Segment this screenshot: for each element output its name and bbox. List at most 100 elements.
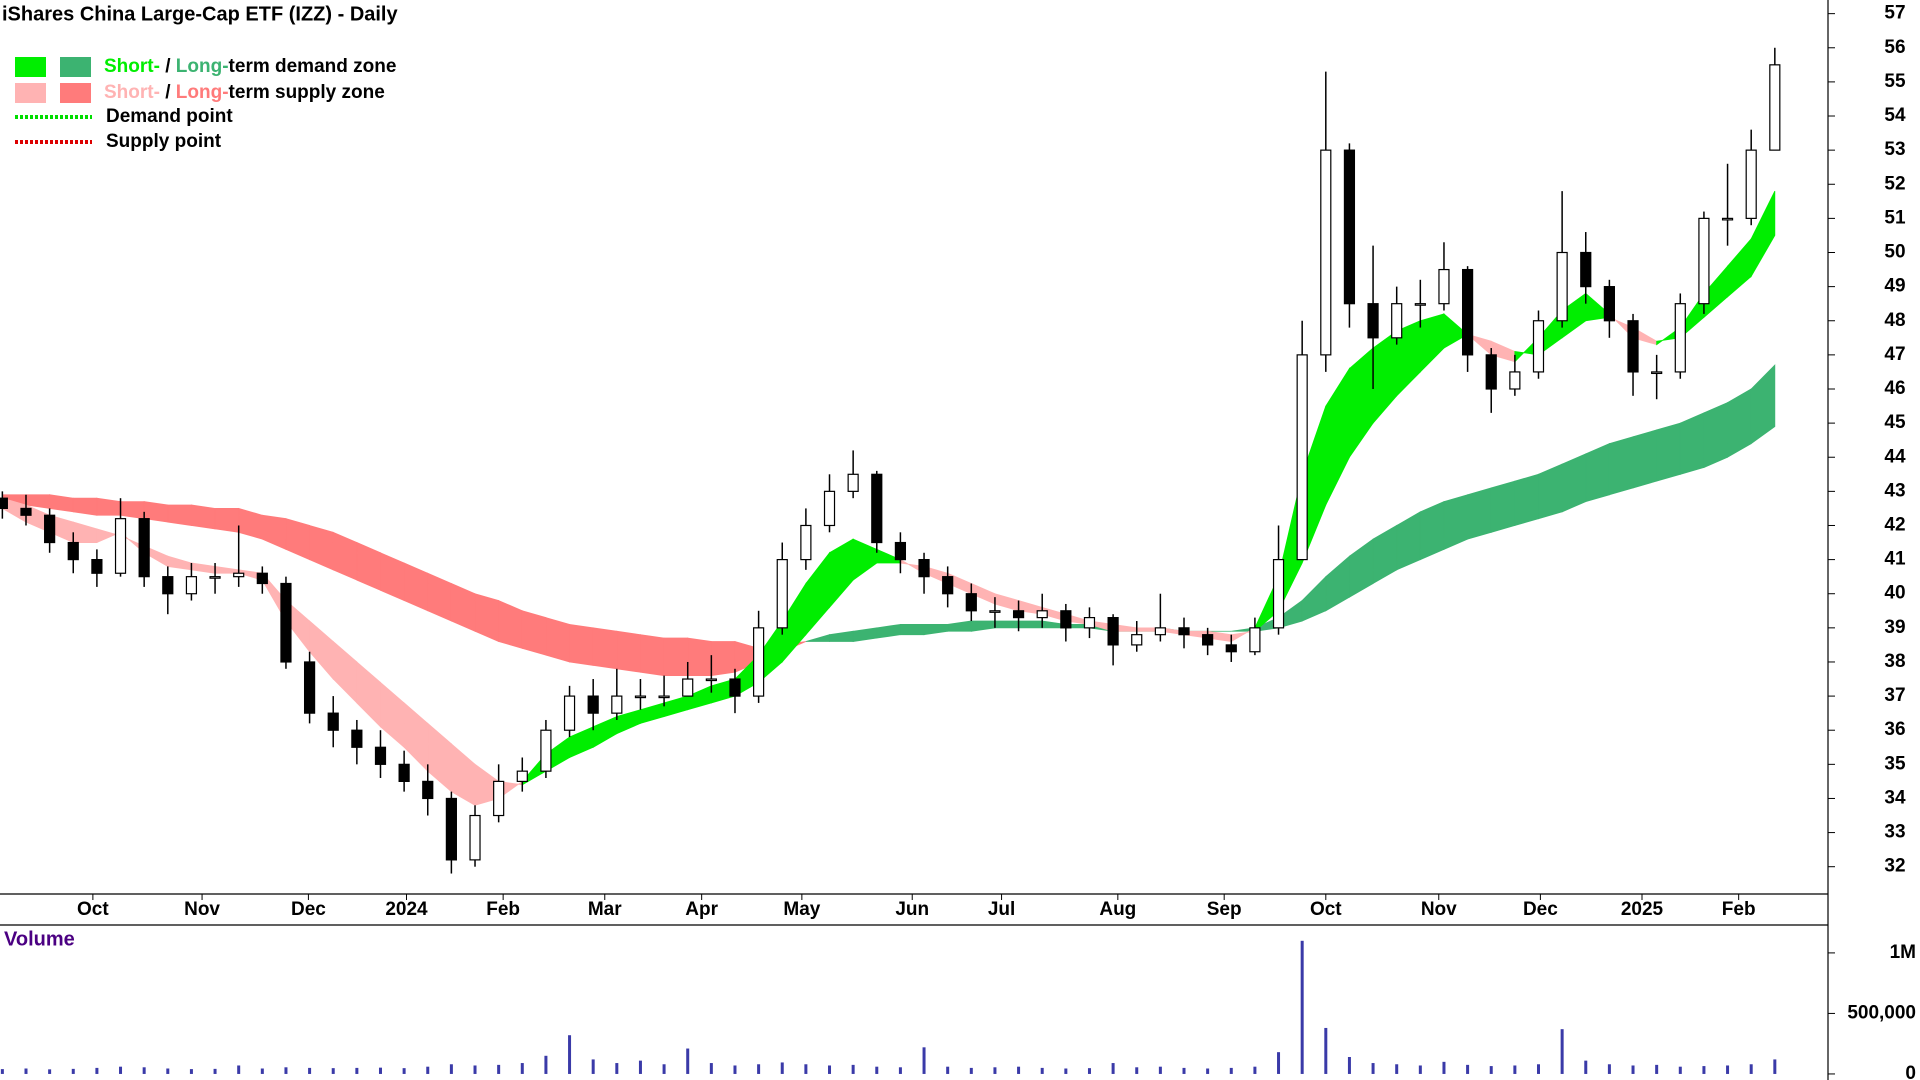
volume-bar [284,1067,288,1074]
y-tick-label: 36 [1884,719,1905,740]
volume-bar [1324,1027,1328,1074]
legend-long: Long- [176,82,229,103]
candle-body [398,763,410,782]
volume-bar [473,1065,477,1074]
candle-body [563,695,576,731]
candle-body [1485,354,1497,390]
volume-bar [331,1068,335,1074]
y-tick-label: 46 [1884,378,1905,399]
candle-body [1036,610,1048,619]
candle-body [776,559,788,629]
volume-bar [1726,1065,1730,1074]
long-zone-segment [1561,453,1587,513]
candle-body [1532,320,1545,373]
long-zone-segment [167,504,192,526]
long-zone-segment [191,504,216,530]
x-tick-label: Apr [685,899,718,920]
long-zone-segment [120,501,145,520]
long-zone-segment [640,634,665,677]
volume-bar [71,1068,75,1074]
volume-bar [378,1067,382,1074]
candle-body [658,695,670,699]
x-tick-label: Nov [1421,899,1457,920]
volume-bar [189,1069,193,1074]
candle-body [1509,371,1521,390]
volume-bar [1678,1066,1682,1074]
x-tick-label: Sep [1207,899,1242,920]
long-zone-segment [1656,422,1681,482]
volume-bar [709,1063,713,1074]
y-tick-label: 32 [1884,856,1905,877]
candle-body [1745,149,1757,219]
volume-bar [1773,1059,1777,1074]
y-tick-label: 41 [1884,549,1906,570]
candle-body [114,518,127,574]
volume-bar [780,1062,784,1074]
x-tick-label: Dec [1523,899,1558,920]
long-zone-segment [1419,500,1445,561]
volume-bar [686,1048,690,1074]
volume-bar [1584,1060,1588,1074]
volume-bar [591,1059,595,1074]
long-zone-segment [1703,402,1728,469]
candle-body [1320,149,1332,356]
x-tick-label: Mar [588,899,622,920]
short-zone-segment [1750,190,1776,278]
legend-swatch-long [60,83,91,103]
candle-body [1414,303,1426,306]
volume-bar [402,1068,406,1074]
legend-label: Demand point [106,106,233,127]
legend-rest: term demand zone [229,56,397,77]
candle-body [1556,251,1568,322]
candle-body [894,541,907,561]
long-zone-segment [49,494,74,513]
candle-body [942,576,954,595]
volume-bar [993,1067,997,1074]
volume-bar [1135,1067,1139,1074]
candle-body [1391,303,1403,339]
volume-bar [449,1064,453,1074]
x-tick-label: Jul [988,899,1015,920]
volume-bar [1087,1068,1091,1074]
long-zone-segment [687,637,712,677]
volume-bar [1253,1066,1257,1074]
candle-body [162,576,174,595]
candle-body [1603,286,1615,322]
volume-bar [804,1064,808,1074]
candle-body [989,610,1001,613]
candle-body [1438,268,1450,305]
volume-bar [1489,1066,1493,1074]
volume-bar [568,1035,572,1074]
candle-body [1698,217,1710,305]
volume-bar [828,1065,832,1074]
volume-bar [1631,1065,1635,1074]
candle-body [1202,634,1214,646]
volume-bar [1064,1068,1068,1074]
candle-body [516,770,528,782]
volume-bar [166,1068,170,1074]
y-tick-label: 57 [1884,3,1905,24]
legend-swatch-long [60,57,91,77]
candle-body [493,780,505,817]
x-tick-label: Dec [291,899,326,920]
candle-body [753,627,765,697]
volume-tick-label: 0 [1905,1063,1916,1080]
x-tick-label: Oct [1310,899,1342,920]
y-tick-label: 35 [1884,753,1906,774]
candle-body [374,746,387,765]
legend-rest: term supply zone [229,82,385,103]
volume-bar [1442,1061,1446,1074]
volume-bar [1229,1067,1233,1074]
x-tick-label: Nov [184,899,220,920]
candle-body [185,576,198,595]
volume-bar [1300,940,1304,1074]
candle-body [1249,627,1261,653]
y-tick-label: 54 [1884,105,1906,126]
candle-body [918,559,930,578]
candle-body [587,695,599,714]
legend-sep: / [160,56,176,77]
legend-short: Short- [104,56,160,77]
